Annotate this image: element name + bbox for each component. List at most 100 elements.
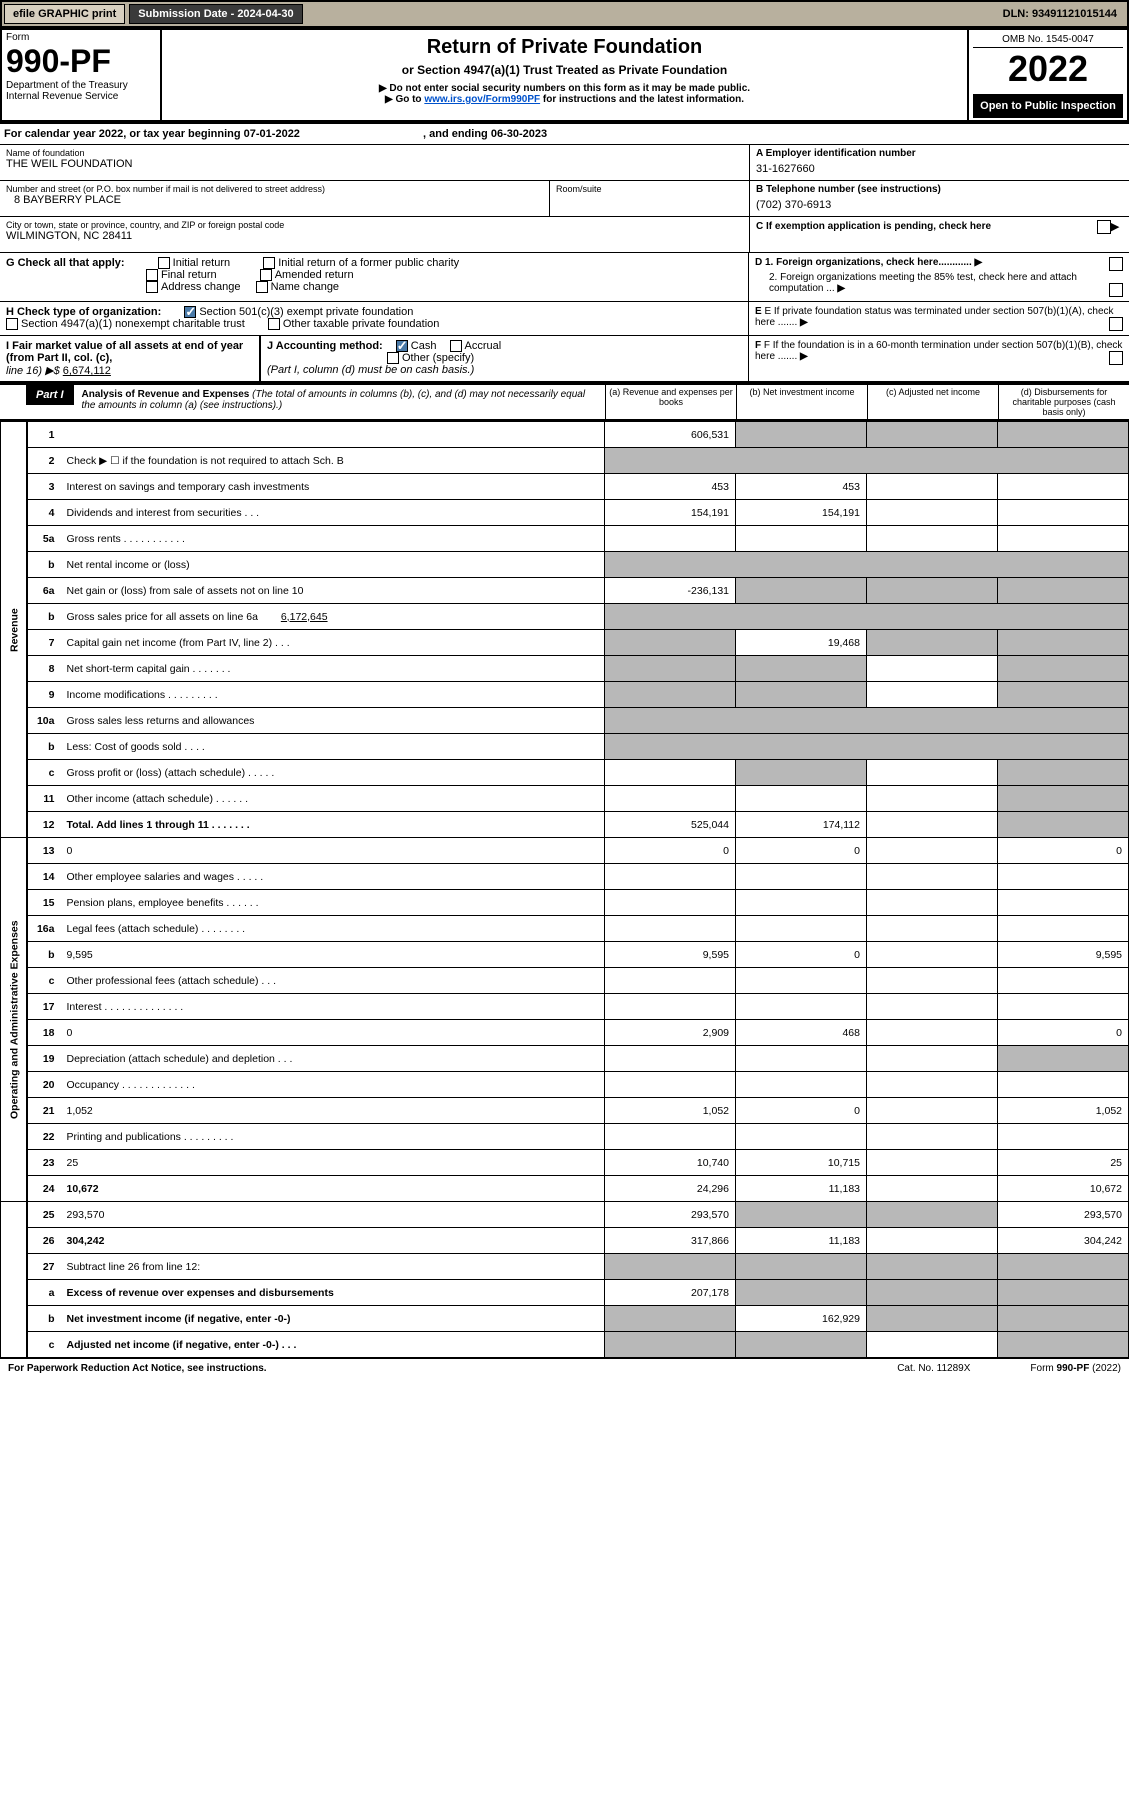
line-number: 21: [27, 1098, 61, 1124]
e-checkbox[interactable]: [1109, 317, 1123, 331]
amt-col-b: 154,191: [736, 500, 867, 526]
amt-col-c: [867, 968, 998, 994]
table-row: Operating and Administrative Expenses130…: [1, 838, 1129, 864]
submission-date-button[interactable]: Submission Date - 2024-04-30: [129, 4, 302, 24]
line-description: 304,242: [61, 1228, 605, 1254]
amt-col-c: [867, 1098, 998, 1124]
line-description: [61, 422, 605, 448]
amt-col-a: 207,178: [605, 1280, 736, 1306]
d1-checkbox[interactable]: [1109, 257, 1123, 271]
line-number: 17: [27, 994, 61, 1020]
amt-col-b: 453: [736, 474, 867, 500]
amt-col-b: 0: [736, 942, 867, 968]
line-number: c: [27, 760, 61, 786]
table-row: 10aGross sales less returns and allowanc…: [1, 708, 1129, 734]
amt-col-c: [867, 1176, 998, 1202]
amt-col-a: [605, 864, 736, 890]
section-f: F F If the foundation is in a 60-month t…: [749, 336, 1129, 381]
amt-col-c: [867, 1332, 998, 1358]
amt-col-b: [736, 1072, 867, 1098]
other-taxable-checkbox[interactable]: [268, 318, 280, 330]
amt-col-d: [998, 968, 1129, 994]
amt-col-d: 0: [998, 1020, 1129, 1046]
4947a1-checkbox[interactable]: [6, 318, 18, 330]
amt-col-a: 525,044: [605, 812, 736, 838]
initial-former-checkbox[interactable]: [263, 257, 275, 269]
amt-col-d: [998, 1332, 1129, 1358]
f-checkbox[interactable]: [1109, 351, 1123, 365]
line-description: Gross sales price for all assets on line…: [61, 604, 605, 630]
line-number: b: [27, 942, 61, 968]
exemption-checkbox[interactable]: [1097, 220, 1111, 234]
amt-col-a: [605, 968, 736, 994]
part1-header-row: Part I Analysis of Revenue and Expenses …: [0, 383, 1129, 421]
amt-col-b: 162,929: [736, 1306, 867, 1332]
form-title: Return of Private Foundation: [166, 36, 963, 59]
amt-col-b: [736, 656, 867, 682]
amt-col-b: [736, 526, 867, 552]
accrual-checkbox[interactable]: [450, 340, 462, 352]
amt-col-a: [605, 760, 736, 786]
amt-col-b: [736, 1124, 867, 1150]
amt-col-a: [605, 682, 736, 708]
line-description: Interest on savings and temporary cash i…: [61, 474, 605, 500]
line-number: 3: [27, 474, 61, 500]
line-description: Pension plans, employee benefits . . . .…: [61, 890, 605, 916]
amt-col-c: [867, 1280, 998, 1306]
amt-col-b: [736, 1046, 867, 1072]
line-number: 4: [27, 500, 61, 526]
amt-col-c: [867, 916, 998, 942]
amt-col-c: [867, 578, 998, 604]
amt-col-a: [605, 1332, 736, 1358]
amt-col-b: [736, 760, 867, 786]
amt-col-b: [736, 890, 867, 916]
table-row: 2410,67224,29611,18310,672: [1, 1176, 1129, 1202]
amt-col-a: 9,595: [605, 942, 736, 968]
section-h-e-row: H Check type of organization: Section 50…: [0, 302, 1129, 336]
cash-checkbox[interactable]: [396, 340, 408, 352]
line-description: Income modifications . . . . . . . . .: [61, 682, 605, 708]
amt-col-d: [998, 422, 1129, 448]
name-change-checkbox[interactable]: [256, 281, 268, 293]
amt-col-b: 0: [736, 838, 867, 864]
line-number: 10a: [27, 708, 61, 734]
line-description: Net rental income or (loss): [61, 552, 605, 578]
line-number: 8: [27, 656, 61, 682]
col-b-header: (b) Net investment income: [736, 385, 867, 419]
title-cell: Return of Private Foundation or Section …: [161, 29, 968, 121]
table-row: Revenue1606,531: [1, 422, 1129, 448]
tax-year: 2022: [973, 48, 1123, 90]
amt-col-a: [605, 1306, 736, 1332]
form990pf-link[interactable]: www.irs.gov/Form990PF: [424, 94, 540, 105]
topbar: efile GRAPHIC print Submission Date - 20…: [0, 0, 1129, 28]
amt-col-c: [867, 812, 998, 838]
table-row: aExcess of revenue over expenses and dis…: [1, 1280, 1129, 1306]
line-number: 13: [27, 838, 61, 864]
address-block: Name of foundation THE WEIL FOUNDATION N…: [0, 145, 1129, 253]
instruction-1: ▶ Do not enter social security numbers o…: [166, 83, 963, 94]
amt-col-a: [605, 1072, 736, 1098]
amt-col-d: [998, 864, 1129, 890]
501c3-checkbox[interactable]: [184, 306, 196, 318]
amt-col-a: [605, 890, 736, 916]
line-number: 19: [27, 1046, 61, 1072]
efile-print-button[interactable]: efile GRAPHIC print: [4, 4, 125, 24]
final-return-checkbox[interactable]: [146, 269, 158, 281]
initial-return-checkbox[interactable]: [158, 257, 170, 269]
col-c-header: (c) Adjusted net income: [867, 385, 998, 419]
line-number: 12: [27, 812, 61, 838]
amt-col-d: [998, 1306, 1129, 1332]
table-row: 5aGross rents . . . . . . . . . . .: [1, 526, 1129, 552]
amended-return-checkbox[interactable]: [260, 269, 272, 281]
address-left: Name of foundation THE WEIL FOUNDATION N…: [0, 145, 749, 253]
amt-col-a: [605, 994, 736, 1020]
page-footer: For Paperwork Reduction Act Notice, see …: [0, 1358, 1129, 1378]
amt-col-b: [736, 422, 867, 448]
line-number: b: [27, 604, 61, 630]
amt-col-c: [867, 1124, 998, 1150]
d2-checkbox[interactable]: [1109, 283, 1123, 297]
amt-cell-merged: [605, 708, 1129, 734]
blank-side-label: [1, 1202, 27, 1358]
address-change-checkbox[interactable]: [146, 281, 158, 293]
line-number: 24: [27, 1176, 61, 1202]
